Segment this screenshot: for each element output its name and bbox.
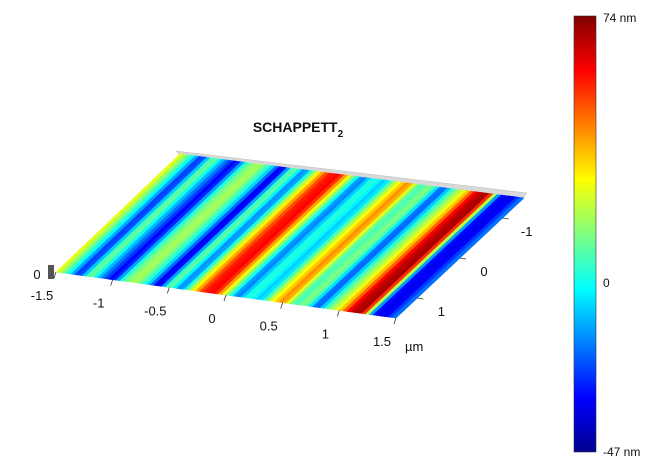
y-tick-mark <box>417 297 424 300</box>
surface-strips <box>55 153 525 319</box>
x-axis-ticks: -1.5 -1 -0.5 0 0.5 1 1.5 <box>31 271 397 349</box>
y-tick-mark <box>502 217 509 220</box>
y-tick-label: 1 <box>438 304 445 319</box>
x-axis-unit: µm <box>405 339 423 354</box>
colorbar-max-label: 74 nm <box>603 11 636 25</box>
colorbar-min-label: -47 nm <box>603 445 640 459</box>
x-tick-label: 0 <box>208 311 215 326</box>
x-tick-mark <box>336 310 340 317</box>
x-tick-label: -1.5 <box>31 288 53 303</box>
y-tick-label: 0 <box>480 264 487 279</box>
colorbar-mid-label: 0 <box>603 276 610 290</box>
x-tick-mark <box>110 279 114 286</box>
x-tick-label: -1 <box>93 296 105 311</box>
x-tick-label: 0.5 <box>260 319 278 334</box>
x-tick-label: -0.5 <box>144 303 166 318</box>
x-tick-label: 1 <box>322 326 329 341</box>
x-tick-mark <box>53 271 57 279</box>
y-axis-ticks: -1 0 1 <box>417 217 533 319</box>
x-tick-mark <box>393 317 397 325</box>
y-tick-mark <box>459 257 467 260</box>
x-tick-mark <box>280 302 284 309</box>
x-tick-mark <box>223 294 227 302</box>
z-axis-stub <box>48 265 54 279</box>
colorbar <box>573 15 597 453</box>
y-tick-label: -1 <box>521 224 533 239</box>
surface-strip <box>391 197 525 319</box>
z-tick-label: 0 <box>33 267 40 282</box>
plot-title: SCHAPPETT2 <box>253 119 344 140</box>
x-tick-label: 1.5 <box>373 334 391 349</box>
x-tick-mark <box>166 287 170 294</box>
